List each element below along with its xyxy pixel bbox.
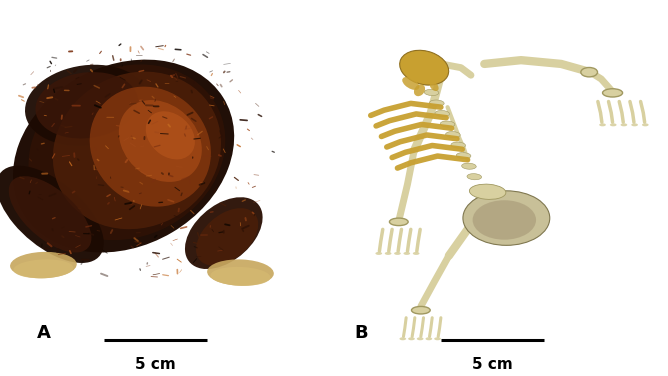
Ellipse shape <box>440 121 455 127</box>
Ellipse shape <box>389 218 408 226</box>
Ellipse shape <box>430 100 444 106</box>
Ellipse shape <box>119 100 202 182</box>
Text: A: A <box>37 324 51 342</box>
Ellipse shape <box>375 252 382 255</box>
Ellipse shape <box>0 166 104 263</box>
Ellipse shape <box>603 89 623 97</box>
Ellipse shape <box>403 252 410 255</box>
Ellipse shape <box>13 60 234 252</box>
Ellipse shape <box>394 252 401 255</box>
Ellipse shape <box>472 200 536 240</box>
Ellipse shape <box>463 191 550 246</box>
Ellipse shape <box>207 259 274 286</box>
Ellipse shape <box>642 123 649 126</box>
Ellipse shape <box>417 337 424 340</box>
Ellipse shape <box>402 77 420 90</box>
Text: 5 cm: 5 cm <box>472 357 513 372</box>
Ellipse shape <box>185 197 263 269</box>
Ellipse shape <box>467 174 482 180</box>
Ellipse shape <box>9 176 92 252</box>
Ellipse shape <box>470 184 506 199</box>
Ellipse shape <box>426 337 432 340</box>
Ellipse shape <box>13 259 73 278</box>
Ellipse shape <box>451 142 466 148</box>
Ellipse shape <box>462 163 476 169</box>
Ellipse shape <box>435 111 450 117</box>
Ellipse shape <box>146 111 195 159</box>
Ellipse shape <box>414 84 425 96</box>
Ellipse shape <box>399 50 449 85</box>
Ellipse shape <box>399 337 406 340</box>
Ellipse shape <box>413 252 420 255</box>
Ellipse shape <box>10 252 77 278</box>
Ellipse shape <box>25 65 149 146</box>
Ellipse shape <box>196 208 258 265</box>
Ellipse shape <box>424 89 439 96</box>
Ellipse shape <box>434 337 441 340</box>
Ellipse shape <box>385 252 391 255</box>
Text: B: B <box>354 324 367 342</box>
Ellipse shape <box>411 306 430 314</box>
Ellipse shape <box>35 72 138 138</box>
Ellipse shape <box>610 123 617 126</box>
Ellipse shape <box>430 82 439 91</box>
Ellipse shape <box>53 72 221 229</box>
Ellipse shape <box>408 337 415 340</box>
Ellipse shape <box>29 64 225 240</box>
Ellipse shape <box>631 123 638 126</box>
Ellipse shape <box>90 86 211 207</box>
Ellipse shape <box>599 123 606 126</box>
Ellipse shape <box>621 123 627 126</box>
Ellipse shape <box>210 267 271 286</box>
Ellipse shape <box>419 79 434 85</box>
Ellipse shape <box>446 132 460 138</box>
Ellipse shape <box>581 68 598 77</box>
Text: 5 cm: 5 cm <box>134 357 176 372</box>
Ellipse shape <box>456 153 471 159</box>
